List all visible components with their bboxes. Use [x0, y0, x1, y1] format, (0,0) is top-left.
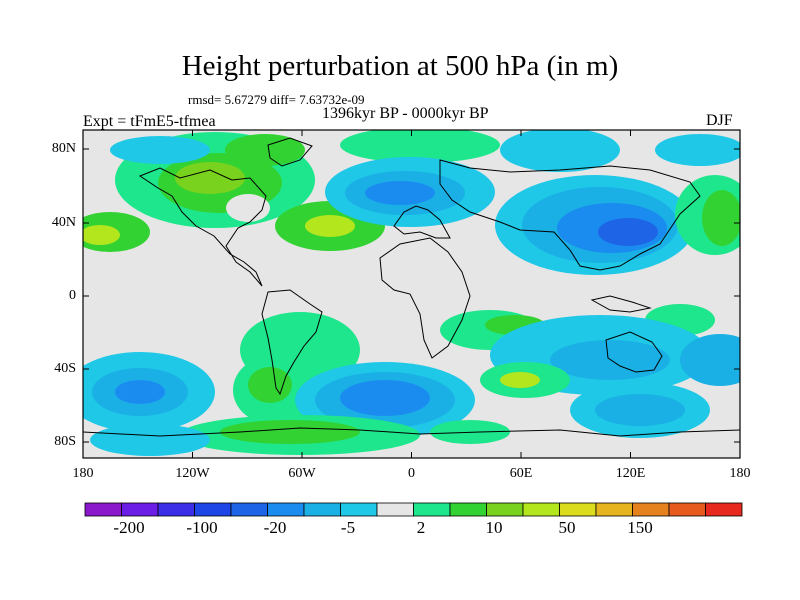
colorbar-swatch [559, 502, 597, 517]
lat-label-40s: 40S [54, 361, 76, 376]
colorbar-label: -100 [186, 518, 218, 537]
lon-label-180e: 180 [729, 466, 751, 481]
lat-label-40n: 40N [51, 215, 76, 230]
coastlines [83, 137, 740, 437]
lon-label-60w: 60W [288, 466, 316, 481]
colorbar-swatch [121, 502, 159, 517]
colorbar-swatch [449, 502, 487, 517]
colorbar-label: -200 [113, 518, 145, 537]
colorbar-label: 10 [485, 518, 503, 537]
stats-line: rmsd= 5.67279 diff= 7.63732e-09 [188, 92, 365, 107]
colorbar-swatch [267, 502, 305, 517]
lon-label-180w: 180 [72, 466, 94, 481]
colorbar-swatch [595, 502, 633, 517]
colorbar-label: 2 [416, 518, 426, 537]
lon-label-120w: 120W [175, 466, 210, 481]
lon-label-60e: 60E [509, 466, 533, 481]
colorbar-swatch [668, 502, 706, 517]
colorbar-label: -20 [263, 518, 287, 537]
lat-ticks [83, 148, 740, 443]
colorbar-label: -5 [340, 518, 356, 537]
height-field [83, 130, 740, 458]
colorbar-swatch [486, 502, 524, 517]
colorbar-swatch [413, 502, 451, 517]
period-label: 1396kyr BP - 0000kyr BP [322, 105, 489, 122]
colorbar-swatch [340, 502, 378, 517]
colorbar-swatch [194, 502, 232, 517]
map-title: Height perturbation at 500 hPa (in m) [181, 50, 619, 82]
colorbar-swatch [522, 502, 560, 517]
lon-ticks [82, 130, 631, 458]
season-label: DJF [706, 112, 733, 129]
colorbar-swatch [303, 502, 341, 517]
lat-label-80s: 80S [54, 434, 76, 449]
lon-label-120e: 120E [615, 466, 646, 481]
lat-label-80n: 80N [51, 141, 76, 156]
lon-label-0: 0 [408, 466, 415, 481]
colorbar-label: 50 [558, 518, 576, 537]
colorbar-label: 150 [627, 518, 653, 537]
colorbar-swatch [632, 502, 670, 517]
colorbar [84, 502, 743, 517]
experiment-label: Expt = tFmE5-tfmea [83, 113, 216, 130]
colorbar-swatch [705, 502, 743, 517]
colorbar-swatch [157, 502, 195, 517]
colorbar-swatch [376, 502, 414, 517]
colorbar-swatch [230, 502, 268, 517]
lat-label-0: 0 [69, 288, 76, 303]
colorbar-swatch [84, 502, 122, 517]
